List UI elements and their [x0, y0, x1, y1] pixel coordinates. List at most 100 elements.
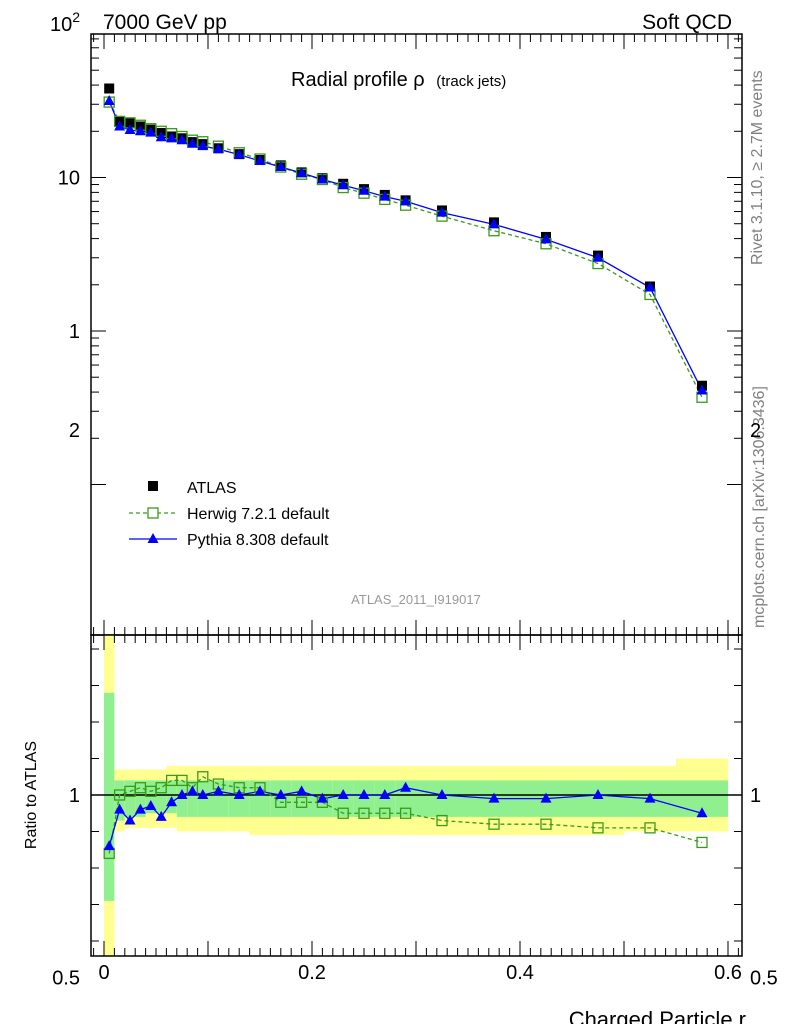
main-series-line-1: [108, 101, 703, 398]
main-point-s2: [114, 120, 126, 131]
x-tick-label: 0.2: [298, 962, 326, 984]
ratio-point-s1: [186, 785, 198, 796]
ratio-point-s1: [379, 789, 391, 799]
main-point-s2: [337, 179, 349, 190]
main-point-s2: [197, 140, 209, 151]
ratio-series-line-0: [108, 775, 703, 854]
ratio-point-s0: [197, 771, 209, 783]
ratio-point-s0: [592, 822, 604, 834]
band-inner-bin: [156, 780, 167, 814]
ratio-y-tick-label-right: 1: [750, 785, 761, 807]
x-tick-label: 0.4: [506, 962, 534, 984]
ratio-point-s0: [540, 818, 552, 830]
main-series-markers: [103, 83, 708, 403]
main-point-s2: [488, 218, 500, 229]
main-point-s2: [233, 148, 245, 159]
band-inner-bin: [135, 780, 146, 817]
ratio-y-tick-label-left: 2: [69, 420, 80, 442]
ratio-point-s1: [233, 789, 245, 799]
main-title: Radial profile ρ (track jets): [291, 69, 506, 91]
y-tick-base: 10: [50, 14, 72, 36]
band-inner-bin: [187, 780, 198, 817]
ratio-point-s0: [696, 836, 708, 849]
ratio-y-tick-label-right: 2: [750, 420, 761, 442]
ratio-point-s1: [145, 799, 157, 810]
main-title-sub: (track jets): [436, 73, 506, 90]
header-right: Soft QCD: [642, 11, 732, 34]
ratio-y-tick-labels: 2 2 1 1 0.5 0.5: [52, 420, 778, 990]
main-point-s2: [212, 143, 224, 154]
ratio-point-s0: [379, 807, 391, 819]
ratio-point-s1: [316, 792, 328, 803]
main-point-s2: [296, 166, 308, 177]
ratio-point-s0: [436, 814, 448, 827]
ratio-point-s1: [212, 785, 224, 796]
ratio-y-tick-label-right: 0.5: [750, 968, 778, 990]
band-inner-bin: [124, 780, 136, 817]
ratio-point-s1: [176, 789, 188, 799]
ratio-y-tick-label-left: 1: [69, 785, 80, 807]
ratio-point-s0: [399, 807, 412, 819]
main-point-s2: [176, 134, 188, 145]
main-point-s2: [275, 161, 287, 172]
ratio-point-s1: [644, 792, 656, 803]
ratio-point-s1: [540, 792, 552, 803]
ratio-point-s1: [592, 789, 604, 799]
main-title-text: Radial profile ρ: [291, 69, 425, 91]
ratio-point-s1: [275, 789, 287, 799]
ratio-ticks: [91, 635, 742, 956]
ratio-point-s1: [103, 840, 115, 851]
main-ticks: [91, 34, 742, 635]
main-point-s2: [644, 281, 656, 292]
x-tick-label: 0: [98, 962, 109, 984]
main-y-tick-label: 1: [69, 321, 80, 343]
legend-marker-pythia: [147, 533, 159, 543]
ratio-frame: [90, 634, 743, 957]
main-point-s2: [134, 125, 146, 136]
main-point-s2: [124, 123, 136, 134]
x-tick-label: 0.6: [714, 962, 742, 984]
ratio-point-s1: [436, 789, 448, 799]
band-inner-bin: [104, 692, 115, 901]
ratio-point-s1: [400, 781, 412, 792]
ratio-point-s0: [155, 782, 167, 794]
ratio-point-s1: [358, 789, 370, 799]
x-tick-labels: 0 0.2 0.4 0.6: [98, 962, 741, 984]
main-point-s2: [696, 384, 708, 395]
ratio-point-s1: [488, 792, 500, 803]
ratio-series-markers: [103, 771, 708, 860]
legend-label-herwig: Herwig 7.2.1 default: [187, 506, 330, 523]
ratio-point-s1: [124, 814, 136, 825]
ratio-y-tick-label-left: 0.5: [52, 968, 80, 990]
main-point-s2: [155, 131, 167, 142]
ratio-point-s1: [254, 785, 266, 796]
main-point-s2: [254, 155, 266, 166]
main-point-s2: [592, 251, 604, 262]
main-point-s2: [103, 95, 115, 106]
ratio-point-s1: [134, 803, 146, 814]
ratio-point-s1: [155, 810, 167, 821]
watermark: ATLAS_2011_I919017: [351, 592, 481, 607]
main-point-s2: [145, 126, 157, 137]
main-point-s2: [166, 132, 178, 143]
rivet-label: Rivet 3.1.10, ≥ 2.7M events: [749, 70, 766, 265]
main-point-s2: [316, 173, 328, 184]
main-point-s0: [125, 118, 135, 129]
legend-label-pythia: Pythia 8.308 default: [187, 532, 329, 549]
main-point-s2: [436, 206, 448, 217]
ratio-point-s1: [696, 807, 708, 818]
ratio-point-s1: [296, 785, 308, 796]
main-y-tick-label: 102: [50, 9, 80, 36]
header-left: 7000 GeV pp: [103, 11, 227, 34]
ratio-point-s1: [114, 803, 126, 814]
ratio-point-s0: [337, 807, 349, 819]
legend-marker-herwig: [147, 507, 159, 519]
ratio-plot-panel: 2 2 1 1 0.5 0.5 0 0.2 0.4 0.6 Ratio to ATLAS Cha…: [23, 420, 778, 1024]
ratio-point-s0: [295, 796, 308, 808]
main-point-s2: [358, 184, 370, 195]
y-tick-exponent: 2: [72, 9, 80, 25]
legend: ATLAS Herwig 7.2.1 default Pythia 8.308 …: [129, 480, 330, 549]
